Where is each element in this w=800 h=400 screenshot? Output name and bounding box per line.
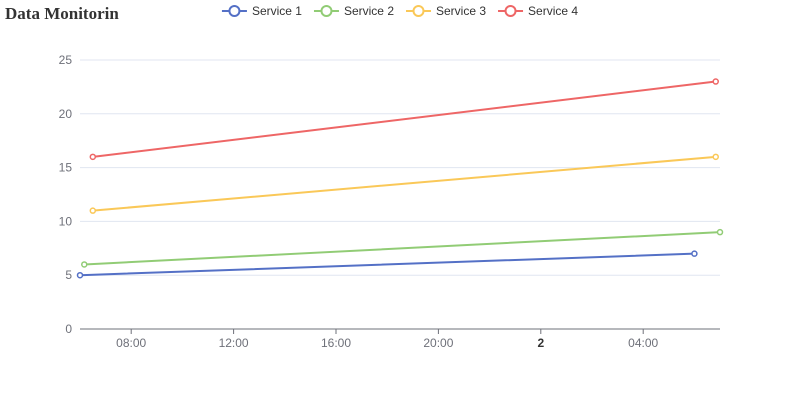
legend-item-service-2[interactable]: Service 2 — [313, 4, 394, 18]
y-tick-label: 0 — [65, 322, 72, 336]
chart-title: Data Monitorin — [5, 4, 119, 23]
x-tick-label: 2 — [537, 336, 544, 350]
legend-label: Service 4 — [528, 4, 578, 18]
legend: Service 1 Service 2 Service 3 Service 4 — [221, 4, 578, 18]
y-tick-label: 5 — [65, 268, 72, 282]
grid-lines — [80, 59, 720, 276]
legend-marker-icon — [228, 5, 241, 17]
legend-item-service-4[interactable]: Service 4 — [498, 4, 578, 18]
data-point-service-1[interactable] — [76, 271, 84, 279]
data-point-service-3[interactable] — [712, 153, 719, 161]
y-tick-label: 10 — [59, 214, 73, 228]
data-point-service-2[interactable] — [81, 261, 88, 268]
y-tick-label: 25 — [59, 53, 73, 67]
legend-item-service-1[interactable]: Service 1 — [221, 4, 302, 18]
data-point-service-4[interactable] — [712, 78, 719, 85]
series-layer — [76, 78, 724, 279]
y-tick-label: 15 — [59, 161, 73, 175]
data-point-service-3[interactable] — [89, 207, 97, 214]
x-tick-label: 20:00 — [423, 336, 453, 350]
legend-label: Service 3 — [436, 4, 486, 18]
series-line-service-3 — [91, 155, 717, 212]
data-point-service-4[interactable] — [89, 153, 97, 161]
data-point-service-2[interactable] — [716, 228, 724, 236]
y-tick-label: 20 — [59, 107, 73, 121]
legend-item-service-3[interactable]: Service 3 — [406, 4, 486, 18]
series-line-service-4 — [91, 80, 717, 158]
legend-marker-icon — [320, 5, 333, 17]
legend-label: Service 1 — [252, 4, 302, 18]
x-tick-label: 16:00 — [321, 336, 351, 350]
x-tick-label: 12:00 — [219, 336, 249, 350]
axes: 0 5 10 15 20 25 08:00 12:00 16:00 20:00 2 04:00 — [59, 53, 720, 350]
legend-marker-icon — [412, 5, 425, 17]
x-tick-label: 08:00 — [116, 336, 146, 350]
legend-marker-icon — [504, 5, 517, 17]
legend-label: Service 2 — [344, 4, 394, 18]
series-line-service-2 — [83, 231, 721, 266]
series-line-service-1 — [79, 252, 696, 277]
data-point-service-1[interactable] — [691, 250, 698, 257]
x-tick-label: 04:00 — [628, 336, 658, 350]
